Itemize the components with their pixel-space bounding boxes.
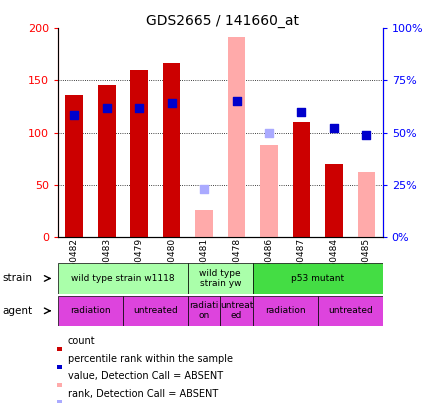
Bar (57, 365, 62, 369)
Bar (357, 172, 376, 237)
Point (70, 112, 78, 118)
Bar (65, 95, 83, 237)
Text: p53 mutant: p53 mutant (291, 274, 344, 283)
Point (200, 186, 207, 192)
Bar (227, 37, 246, 237)
Point (298, 109, 305, 115)
Bar (195, 210, 213, 237)
Text: radiation: radiation (265, 306, 306, 315)
Bar (162, 63, 181, 237)
Point (135, 104, 142, 111)
Bar (260, 145, 278, 237)
Text: wild type strain w1118: wild type strain w1118 (71, 274, 174, 283)
Text: untreat
ed: untreat ed (220, 301, 253, 320)
Bar (57, 400, 62, 405)
Text: GDS2665 / 141660_at: GDS2665 / 141660_at (146, 14, 299, 28)
Bar (253, 263, 383, 294)
Point (363, 132, 370, 138)
Bar (220, 296, 253, 326)
Text: percentile rank within the sample: percentile rank within the sample (68, 354, 233, 364)
Point (103, 104, 110, 111)
Bar (57, 347, 62, 352)
Text: count: count (68, 336, 95, 346)
Text: untreated: untreated (133, 306, 178, 315)
Text: strain: strain (2, 273, 32, 283)
Bar (292, 122, 311, 237)
Bar (188, 296, 220, 326)
Bar (325, 164, 343, 237)
Bar (130, 70, 148, 237)
Bar (97, 85, 116, 237)
Bar (318, 296, 383, 326)
Text: untreated: untreated (328, 306, 372, 315)
Point (168, 100, 175, 107)
Text: radiation: radiation (70, 306, 111, 315)
Text: value, Detection Call = ABSENT: value, Detection Call = ABSENT (68, 371, 223, 382)
Bar (123, 296, 188, 326)
Text: radiati
on: radiati on (189, 301, 219, 320)
Bar (253, 296, 318, 326)
Text: wild type
strain yw: wild type strain yw (199, 269, 241, 288)
Point (233, 98, 240, 104)
Point (265, 130, 272, 136)
Text: rank, Detection Call = ABSENT: rank, Detection Call = ABSENT (68, 389, 218, 399)
Bar (188, 263, 253, 294)
Bar (58, 263, 188, 294)
Bar (58, 296, 123, 326)
Text: agent: agent (2, 306, 32, 316)
Bar (57, 383, 62, 387)
Point (330, 125, 337, 132)
